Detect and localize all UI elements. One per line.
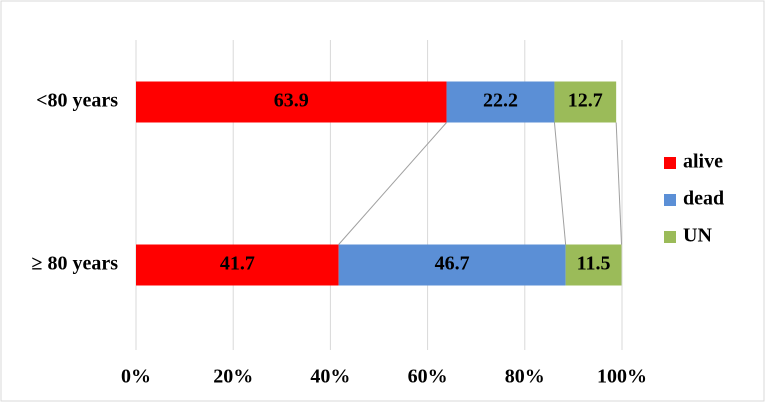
legend-swatch xyxy=(664,194,676,206)
bar-segment xyxy=(446,81,555,123)
x-tick-label: 0% xyxy=(121,366,151,388)
data-label: 22.2 xyxy=(483,90,518,112)
series-line xyxy=(338,122,447,245)
x-tick-label: 80% xyxy=(505,366,545,388)
data-label: 11.5 xyxy=(577,253,611,275)
data-label: 46.7 xyxy=(435,253,470,275)
x-tick-label: 40% xyxy=(310,366,350,388)
x-tick-label: 100% xyxy=(597,366,647,388)
y-tick-label: <80 years xyxy=(36,90,118,112)
data-label: 12.7 xyxy=(568,90,603,112)
series-line xyxy=(553,122,567,245)
data-label: 63.9 xyxy=(274,90,309,112)
legend-label: alive xyxy=(683,151,723,173)
legend-label: dead xyxy=(683,188,724,210)
legend-label: UN xyxy=(683,225,712,247)
series-line xyxy=(615,122,623,245)
x-tick-label: 20% xyxy=(213,366,253,388)
legend-swatch xyxy=(664,157,676,169)
y-tick-label: ≥ 80 years xyxy=(31,253,118,275)
legend-swatch xyxy=(664,231,676,243)
bar-segment xyxy=(136,244,339,286)
x-tick-label: 60% xyxy=(408,366,448,388)
bar-segment xyxy=(565,244,622,286)
bar-segment xyxy=(554,81,617,123)
bar-segment xyxy=(338,244,566,286)
data-label: 41.7 xyxy=(220,253,255,275)
bar-segment xyxy=(136,81,447,123)
